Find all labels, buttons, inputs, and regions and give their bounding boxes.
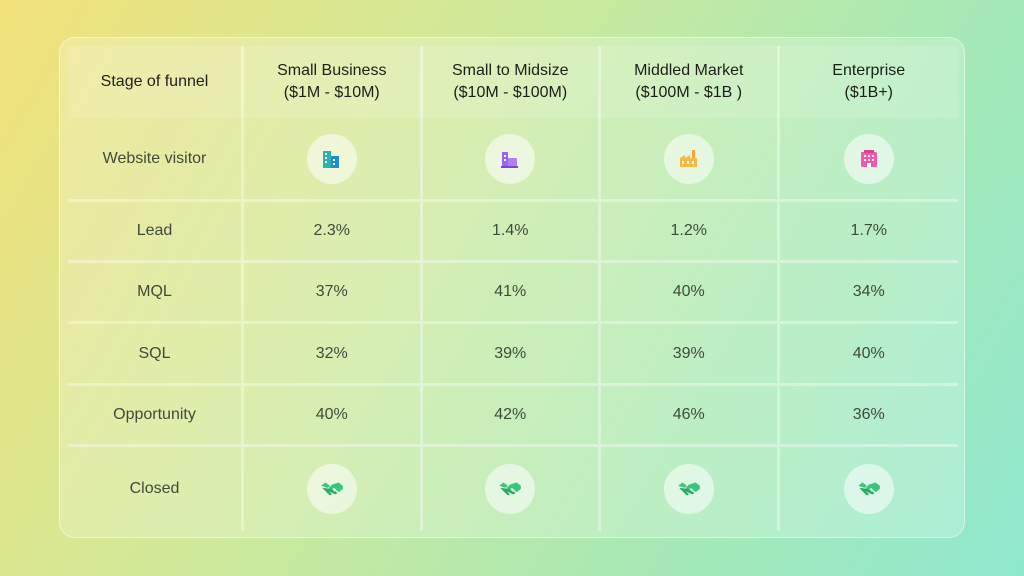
cell-value: 37% bbox=[244, 263, 423, 325]
cell-value: 36% bbox=[779, 386, 958, 447]
building-icon bbox=[322, 150, 339, 168]
row-closed: Closed bbox=[68, 446, 959, 531]
cell-value: 39% bbox=[422, 324, 601, 386]
header-range: ($1M - $10M) bbox=[283, 84, 380, 101]
stage-label: MQL bbox=[68, 263, 244, 325]
cell-value: 41% bbox=[422, 263, 601, 325]
header-label: Stage of funnel bbox=[100, 73, 209, 90]
header-stage-of-funnel: Stage of funnel bbox=[68, 46, 244, 118]
header-row: Stage of funnel Small Business ($1M - $1… bbox=[68, 46, 958, 118]
icon-badge bbox=[485, 463, 536, 514]
stage-label: SQL bbox=[68, 324, 244, 386]
cell-icon bbox=[601, 118, 780, 203]
stage-label: Closed bbox=[68, 446, 244, 531]
header-label: Small to Midsize bbox=[452, 62, 569, 79]
handshake-icon bbox=[499, 482, 522, 496]
cell-value: 34% bbox=[779, 263, 958, 325]
cell-icon bbox=[780, 447, 959, 531]
cell-icon bbox=[601, 446, 780, 531]
cell-value: 40% bbox=[601, 263, 780, 325]
icon-badge bbox=[306, 463, 357, 514]
icon-badge bbox=[663, 133, 714, 184]
stage-label: Website visitor bbox=[68, 118, 244, 203]
row-mql: MQL 37% 41% 40% 34% bbox=[68, 263, 958, 325]
header-small-to-midsize: Small to Midsize ($10M - $100M) bbox=[422, 46, 601, 118]
row-lead: Lead 2.3% 1.4% 1.2% 1.7% bbox=[68, 202, 958, 264]
handshake-icon bbox=[320, 482, 343, 496]
header-label: Enterprise bbox=[832, 62, 906, 79]
handshake-icon bbox=[677, 482, 700, 496]
factory-icon bbox=[679, 149, 697, 167]
icon-badge bbox=[485, 133, 536, 184]
header-range: ($100M - $1B ) bbox=[635, 84, 743, 101]
header-enterprise: Enterprise ($1B+) bbox=[779, 46, 958, 118]
stage-label: Lead bbox=[68, 202, 244, 264]
cell-value: 1.2% bbox=[601, 202, 780, 264]
header-label: Small Business bbox=[277, 62, 387, 79]
header-label: Middled Market bbox=[634, 62, 744, 79]
cell-icon bbox=[423, 446, 601, 531]
cell-value: 2.3% bbox=[244, 202, 423, 264]
header-range: ($1B+) bbox=[844, 84, 893, 101]
row-website-visitor: Website visitor bbox=[68, 118, 958, 203]
cell-value: 40% bbox=[244, 385, 423, 447]
cell-value: 1.7% bbox=[779, 202, 958, 264]
header-range: ($10M - $100M) bbox=[453, 84, 568, 101]
cell-icon bbox=[422, 118, 601, 203]
cell-icon bbox=[244, 118, 423, 203]
building-icon bbox=[501, 151, 519, 168]
stage-label: Opportunity bbox=[68, 385, 244, 447]
cell-value: 42% bbox=[422, 385, 601, 447]
header-middled-market: Middled Market ($100M - $1B ) bbox=[601, 46, 780, 118]
icon-badge bbox=[843, 133, 894, 184]
row-opportunity: Opportunity 40% 42% 46% 36% bbox=[68, 385, 958, 447]
cell-value: 46% bbox=[601, 385, 780, 447]
icon-badge bbox=[306, 133, 357, 184]
cell-icon bbox=[244, 446, 423, 531]
office-icon bbox=[860, 149, 877, 167]
cell-icon bbox=[779, 118, 958, 203]
handshake-icon bbox=[857, 482, 880, 496]
icon-badge bbox=[663, 463, 714, 514]
header-small-business: Small Business ($1M - $10M) bbox=[244, 46, 423, 118]
row-sql: SQL 32% 39% 39% 40% bbox=[68, 324, 958, 386]
cell-value: 32% bbox=[244, 324, 423, 386]
funnel-table: Stage of funnel Small Business ($1M - $1… bbox=[68, 46, 958, 531]
cell-value: 39% bbox=[601, 324, 780, 386]
cell-value: 1.4% bbox=[422, 202, 601, 264]
cell-value: 40% bbox=[779, 324, 958, 386]
funnel-table-card: Stage of funnel Small Business ($1M - $1… bbox=[59, 37, 965, 538]
icon-badge bbox=[843, 463, 894, 514]
